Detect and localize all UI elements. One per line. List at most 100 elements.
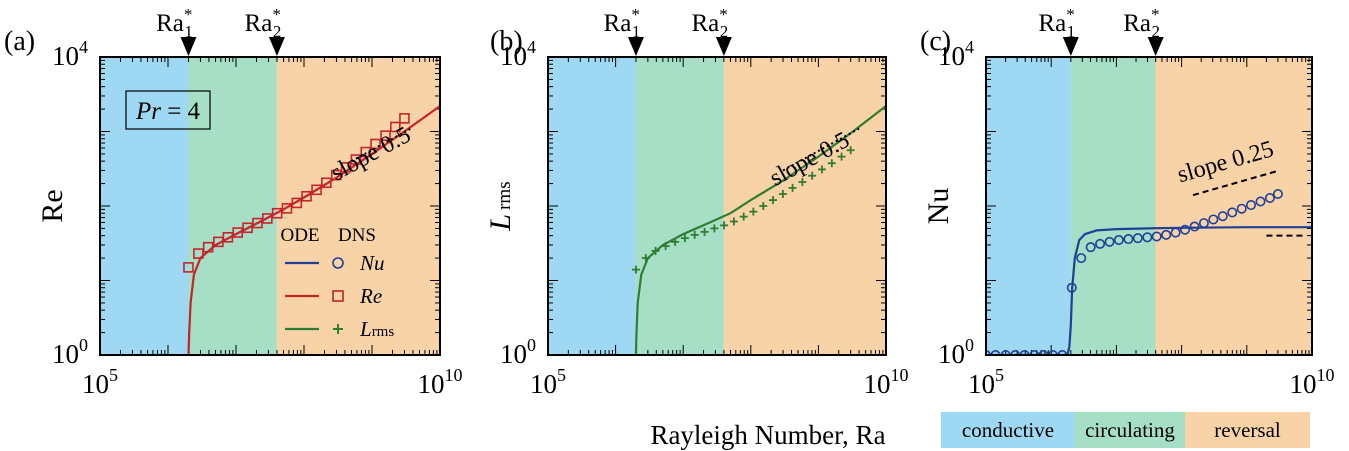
data-point-circle [1236,203,1247,214]
data-point-square [291,197,303,209]
data-point-plus [661,242,670,251]
transition-marker-label: Ra* 1 [156,5,193,41]
data-point-plus [788,183,797,192]
data-point-circle [1104,236,1115,247]
region-legend-label: reversal [1214,418,1281,442]
data-point-plus [720,221,729,230]
prandtl-label: Pr = 4 [135,98,201,125]
transition-marker-label: Ra* 2 [692,5,729,41]
legend-marker-square [332,290,344,302]
series-line-lrms [634,105,886,355]
y-tick-label: 104 [52,37,88,71]
data-point-circle [1255,196,1266,207]
data-point-plus [778,189,787,198]
data-point-square [330,169,342,181]
transition-marker-label: Ra* 2 [1123,5,1160,41]
transition-marker-icon [627,37,644,56]
data-point-circle [1113,234,1124,245]
data-point-circle [1123,234,1134,245]
data-point-plus [641,254,650,263]
y-tick-label: 100 [938,335,974,369]
transition-marker-icon [715,37,732,56]
region-legend-label: circulating [1085,418,1175,442]
data-point-circle [1217,211,1228,222]
y-tick-label: 100 [52,335,88,369]
data-point-circle [1142,232,1153,243]
data-point-plus [827,159,836,168]
data-point-square [271,207,283,219]
data-point-square [350,154,362,165]
series-legend: ODE DNS Nu Re Lrms [280,225,394,341]
data-point-square [380,130,391,141]
data-point-circle [1161,229,1172,240]
legend-marker-circle [332,257,344,269]
data-point-square [202,241,214,253]
region-legend-label: conductive [962,418,1054,442]
data-point-circle [1085,242,1096,253]
data-point-circle [1170,227,1181,238]
y-axis-label: Re [36,189,69,222]
plot-frame [985,56,1313,356]
data-point-square [222,232,234,243]
data-point-plus [846,146,855,155]
data-point-plus [680,234,689,243]
legend-marker-plus [333,324,343,334]
region-circulating [635,57,724,355]
region-circulating [1070,57,1156,355]
data-point-square [232,227,244,238]
region-reversal [1155,57,1312,355]
legend-label: Nu [359,251,385,275]
slope-guide-line [351,126,414,163]
data-point-square [301,190,312,202]
data-point-circle [1066,282,1077,293]
x-tick-label: 105 [530,365,566,399]
transition-marker-icon [1062,37,1079,56]
data-point-circle [1264,193,1275,204]
series-line-nu [986,226,1312,355]
legend-header-dns: DNS [338,225,376,246]
series-line-re [187,105,440,355]
data-point-plus [808,171,817,180]
x-tick-label: 1010 [864,365,909,399]
region-legend-swatch [1185,412,1310,448]
data-point-plus [651,246,660,255]
data-point-square [183,262,194,273]
plot-data [183,105,440,355]
plot-data [631,105,886,355]
legend-label: Re [359,284,382,308]
x-tick-label: 105 [82,365,118,399]
transition-marker-label: Ra* 1 [1038,5,1075,41]
common-x-axis-label: Rayleigh Number, Ra [650,420,885,450]
panel-label: (b) [490,26,523,57]
data-point-circle [1151,231,1162,242]
y-tick-label: 104 [500,37,536,71]
data-point-square [389,121,401,133]
panel-label: (c) [920,26,951,57]
data-point-square [262,213,273,224]
data-point-plus [768,196,777,205]
x-tick-label: 105 [968,365,1004,399]
data-point-circle [1095,238,1106,249]
region-conductive [100,57,189,355]
data-point-circle [1198,218,1209,229]
x-tick-label: 1010 [418,365,463,399]
data-point-square [399,113,410,124]
data-point-plus [729,217,738,226]
data-point-square [321,177,332,189]
y-tick-label: 104 [938,37,974,71]
data-point-circle [1227,207,1238,218]
data-point-plus [631,265,640,274]
region-conductive [548,57,636,355]
data-point-circle [1189,221,1200,232]
data-point-plus [710,224,719,233]
data-point-plus [798,177,807,186]
y-axis-label: Nu [922,188,955,225]
transition-marker-icon [180,37,197,56]
region-legend: conductive circulating reversal [941,412,1310,448]
data-point-circle [1246,200,1257,211]
data-point-square [193,248,204,259]
data-point-square [252,217,263,229]
